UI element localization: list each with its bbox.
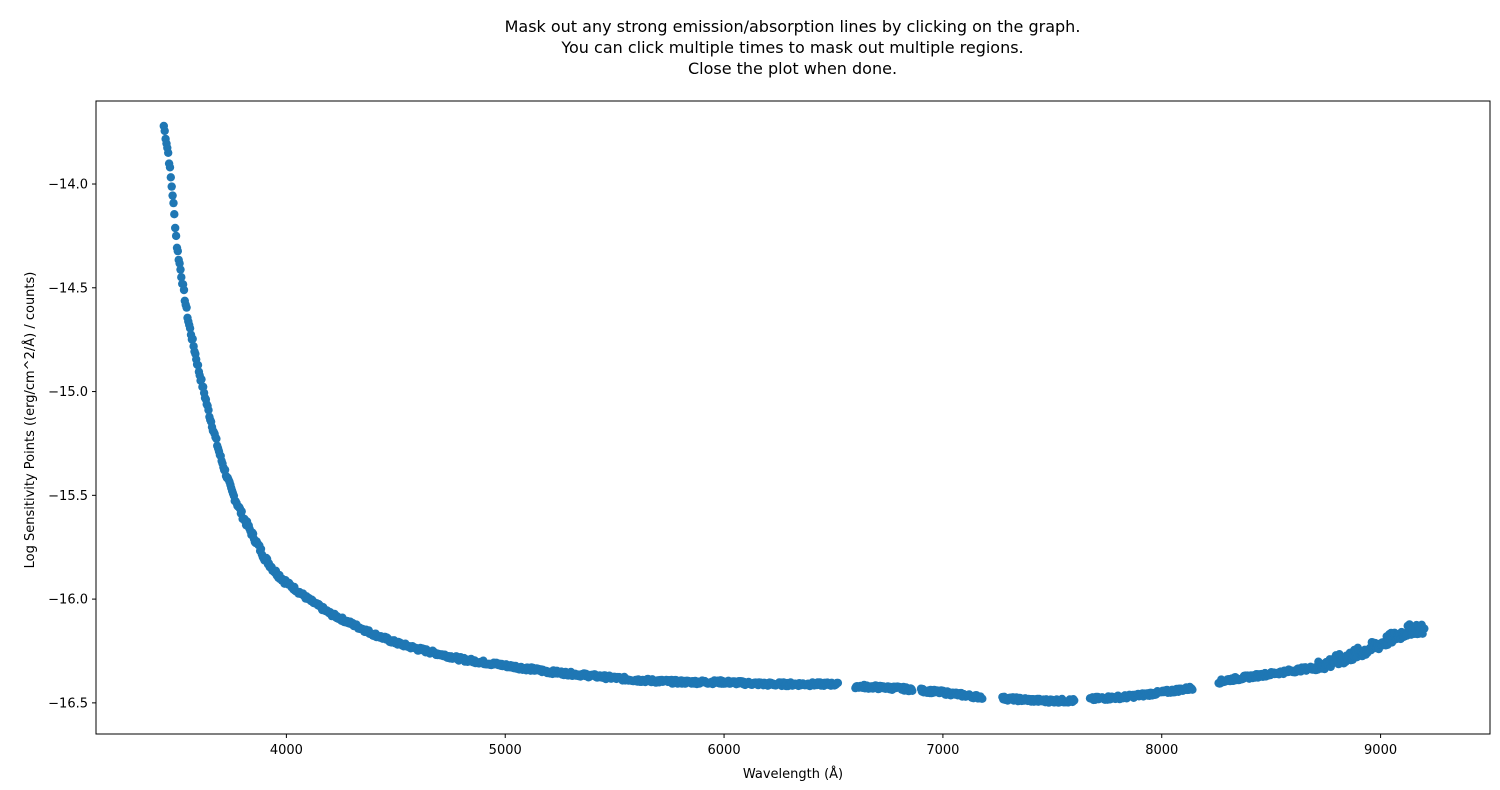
y-axis-ticks: −14.0 −14.5 −15.0 −15.5 −16.0 −16.5 bbox=[48, 178, 96, 711]
x-tick-label: 9000 bbox=[1364, 743, 1397, 758]
data-point[interactable] bbox=[175, 259, 184, 268]
data-point[interactable] bbox=[171, 223, 180, 233]
data-point[interactable] bbox=[171, 231, 181, 241]
axes-frame[interactable] bbox=[95, 100, 1491, 735]
data-point[interactable] bbox=[168, 191, 177, 200]
y-tick-label: −16.5 bbox=[48, 696, 88, 711]
data-point[interactable] bbox=[165, 163, 175, 172]
x-axis-label: Wavelength (Å) bbox=[743, 766, 843, 782]
x-tick-label: 6000 bbox=[708, 743, 741, 758]
x-tick-label: 8000 bbox=[1145, 743, 1178, 758]
chart-title-line-1: Mask out any strong emission/absorption … bbox=[504, 17, 1081, 36]
data-point[interactable] bbox=[212, 434, 221, 443]
y-tick-label: −15.5 bbox=[48, 489, 88, 504]
data-point[interactable] bbox=[185, 324, 195, 333]
y-tick-label: −16.0 bbox=[48, 593, 88, 608]
data-point[interactable] bbox=[197, 375, 206, 384]
data-point[interactable] bbox=[220, 465, 230, 474]
data-point[interactable] bbox=[833, 678, 843, 688]
data-point[interactable] bbox=[1188, 685, 1197, 694]
y-axis-label: Log Sensitivity Points ((erg/cm^2/Å) / c… bbox=[22, 272, 38, 569]
scatter-points[interactable] bbox=[159, 121, 1429, 707]
x-tick-label: 4000 bbox=[270, 743, 303, 758]
y-tick-label: −14.5 bbox=[48, 281, 88, 296]
y-tick-label: −15.0 bbox=[48, 385, 88, 400]
data-point[interactable] bbox=[177, 273, 186, 282]
data-point[interactable] bbox=[173, 246, 182, 256]
x-tick-label: 7000 bbox=[926, 743, 959, 758]
data-point[interactable] bbox=[179, 285, 189, 295]
data-point[interactable] bbox=[170, 210, 179, 219]
x-axis-ticks: 4000 5000 6000 7000 8000 9000 bbox=[270, 734, 1397, 758]
chart-title-line-3: Close the plot when done. bbox=[687, 59, 898, 78]
data-point[interactable] bbox=[204, 405, 213, 415]
data-point[interactable] bbox=[169, 198, 178, 208]
data-point[interactable] bbox=[1070, 696, 1079, 705]
data-point[interactable] bbox=[188, 334, 197, 344]
data-point[interactable] bbox=[237, 507, 246, 516]
data-point[interactable] bbox=[166, 173, 175, 182]
data-point[interactable] bbox=[160, 126, 169, 136]
data-point[interactable] bbox=[193, 360, 203, 370]
data-point[interactable] bbox=[167, 182, 176, 191]
data-point[interactable] bbox=[164, 148, 173, 157]
data-point[interactable] bbox=[978, 694, 987, 703]
chart-title-line-2: You can click multiple times to mask out… bbox=[561, 38, 1024, 57]
y-tick-label: −14.0 bbox=[48, 178, 88, 193]
data-point[interactable] bbox=[1420, 624, 1429, 633]
data-point[interactable] bbox=[176, 265, 185, 274]
data-point[interactable] bbox=[908, 686, 917, 695]
x-tick-label: 5000 bbox=[489, 743, 522, 758]
data-point[interactable] bbox=[182, 303, 191, 312]
